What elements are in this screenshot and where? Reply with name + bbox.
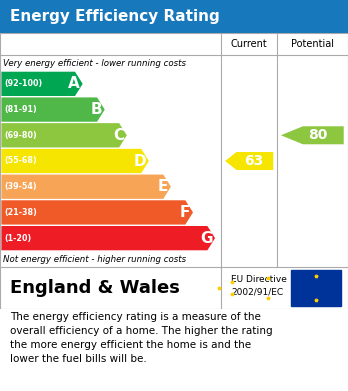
Polygon shape (1, 149, 149, 173)
Text: England & Wales: England & Wales (10, 279, 180, 297)
Text: (55-68): (55-68) (4, 156, 37, 165)
Polygon shape (1, 123, 127, 147)
Polygon shape (281, 126, 344, 144)
Text: (21-38): (21-38) (4, 208, 37, 217)
Text: E: E (158, 179, 168, 194)
Text: (1-20): (1-20) (4, 234, 31, 243)
Text: Not energy efficient - higher running costs: Not energy efficient - higher running co… (3, 255, 187, 264)
Text: D: D (133, 154, 146, 169)
Text: (69-80): (69-80) (4, 131, 37, 140)
Polygon shape (1, 97, 105, 122)
Text: The energy efficiency rating is a measure of the
overall efficiency of a home. T: The energy efficiency rating is a measur… (10, 312, 273, 364)
Polygon shape (225, 152, 273, 170)
Text: F: F (180, 205, 190, 220)
Bar (291, 270, 341, 306)
Text: Energy Efficiency Rating: Energy Efficiency Rating (10, 9, 220, 24)
Text: (81-91): (81-91) (4, 105, 37, 114)
Text: 63: 63 (245, 154, 264, 168)
Text: EU Directive
2002/91/EC: EU Directive 2002/91/EC (231, 276, 287, 296)
Text: Current: Current (230, 39, 267, 49)
Polygon shape (1, 72, 83, 96)
Text: 80: 80 (308, 128, 328, 142)
Text: B: B (90, 102, 102, 117)
Polygon shape (1, 200, 193, 224)
Text: (92-100): (92-100) (4, 79, 42, 88)
Polygon shape (1, 226, 215, 250)
Text: Very energy efficient - lower running costs: Very energy efficient - lower running co… (3, 59, 187, 68)
Text: C: C (113, 128, 124, 143)
Text: A: A (68, 76, 80, 91)
Text: Potential: Potential (291, 39, 334, 49)
Polygon shape (1, 174, 171, 199)
Text: (39-54): (39-54) (4, 182, 37, 191)
Text: G: G (200, 231, 212, 246)
